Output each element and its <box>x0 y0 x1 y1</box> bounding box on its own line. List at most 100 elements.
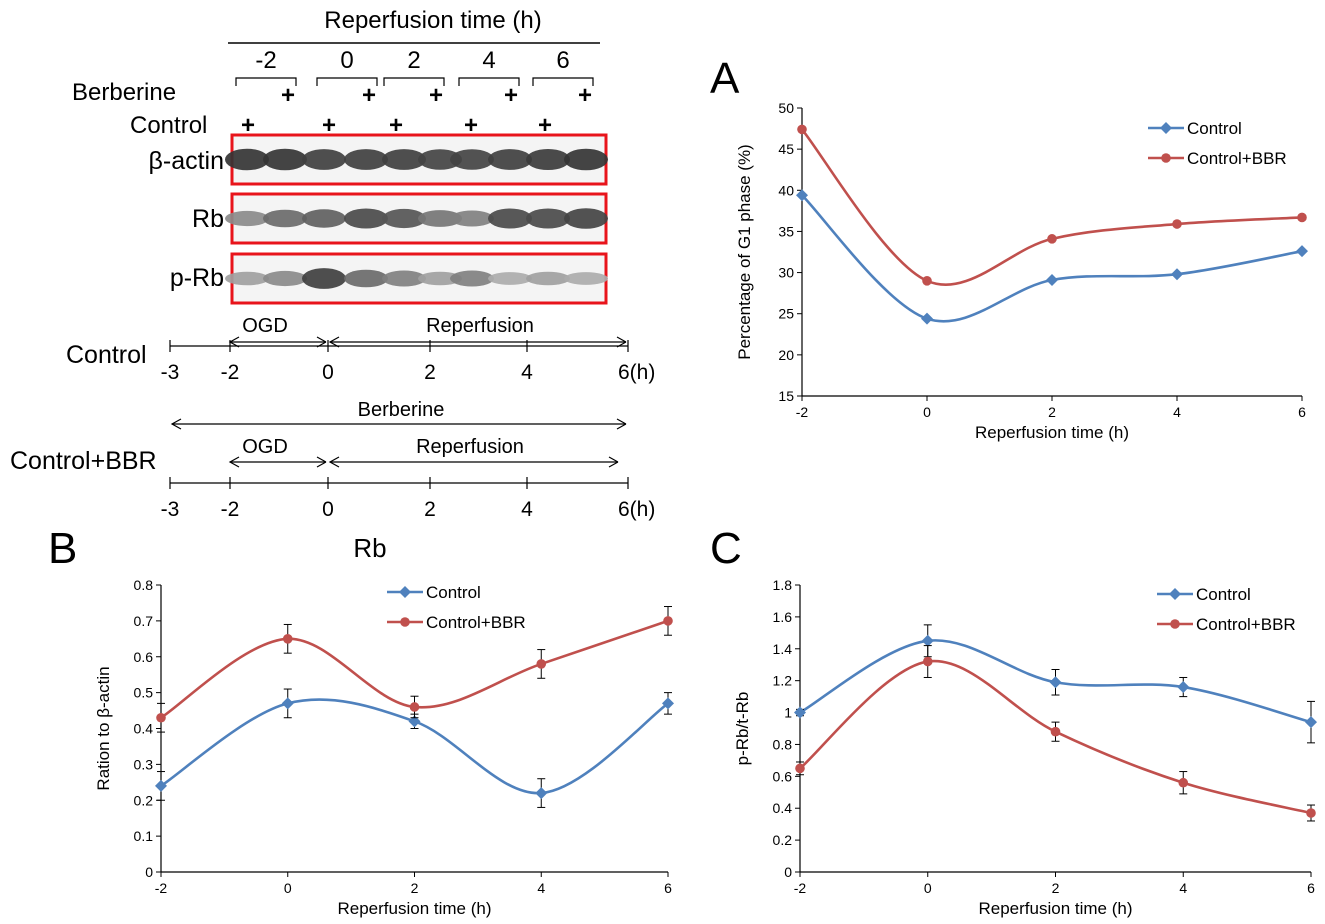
timeline-ogd-label: OGD <box>242 315 288 337</box>
berberine-plus: + <box>504 82 518 109</box>
y-tick-label: 0.4 <box>134 721 154 737</box>
timeline-tick-label: 0 <box>322 498 334 521</box>
timeline-reperfusion-label: Reperfusion <box>426 315 534 337</box>
berberine-plus: + <box>362 82 376 109</box>
x-tick-label: 0 <box>924 880 932 896</box>
y-tick-label: 0.8 <box>773 736 793 752</box>
timeline-berberine-arrow-head-right <box>616 418 627 430</box>
band-label-beta-actin: β-actin <box>148 147 224 175</box>
blot-band <box>225 210 269 227</box>
timeline-tick-label: 6(h) <box>618 498 655 521</box>
data-point-control <box>1046 273 1058 286</box>
timeline-ogd-arrow-head-left <box>228 336 240 348</box>
data-point-control-bbr <box>1172 219 1182 229</box>
panel-label-a: A <box>710 54 740 103</box>
panel-label-b: B <box>48 524 77 573</box>
y-axis-label: p-Rb/t-Rb <box>733 692 752 766</box>
blot-band <box>302 209 346 228</box>
timeline-berberine-arrow-head-left <box>170 418 182 430</box>
timeline-ogd-label-bbr: OGD <box>242 436 288 458</box>
timeline-reperfusion-arrow-head-left <box>328 336 340 348</box>
blot-time-brackets <box>235 77 594 86</box>
y-tick-label: 0.2 <box>134 792 154 808</box>
data-point-control-bbr <box>156 712 166 723</box>
data-point-control-bbr <box>1178 777 1189 788</box>
y-tick-label: 0 <box>784 864 792 880</box>
panel-label-c: C <box>710 524 742 573</box>
blot-band <box>418 210 462 227</box>
treatment-timeline: Control Control+BBR OGD Reperfusion Berb… <box>10 315 655 521</box>
blot-band <box>302 268 346 289</box>
chart-title: Rb <box>353 533 386 563</box>
legend-marker-control <box>399 586 411 598</box>
y-tick-label: 1.8 <box>773 577 793 593</box>
blot-time-label: -2 <box>255 47 276 74</box>
data-point-control-bbr <box>282 634 293 644</box>
legend-label: Control <box>426 583 481 602</box>
blot-bracket <box>532 77 594 86</box>
y-tick-label: 0.1 <box>134 828 154 844</box>
western-blot-panel: Reperfusion time (h) Berberine Control -… <box>72 7 608 305</box>
legend-marker-control-bbr <box>1161 153 1171 163</box>
control-plus: + <box>389 112 403 139</box>
blot-band <box>450 270 494 287</box>
data-point-control <box>921 312 933 325</box>
blot-band <box>263 209 307 228</box>
blot-band <box>344 208 388 229</box>
blot-time-label: 2 <box>407 47 420 74</box>
x-tick-label: 2 <box>1052 880 1060 896</box>
blot-band <box>344 269 388 288</box>
blot-band <box>488 149 532 170</box>
x-tick-label: 6 <box>1307 880 1315 896</box>
blot-band <box>564 272 608 285</box>
y-tick-label: 0.5 <box>134 685 154 701</box>
data-point-control-bbr <box>795 763 805 774</box>
timeline-tick-label: 2 <box>424 498 436 521</box>
band-label-p-rb: p-Rb <box>170 264 224 292</box>
x-axis-label: Reperfusion time (h) <box>978 899 1132 918</box>
legend-label: Control+BBR <box>426 613 526 632</box>
timeline-tick-label: 0 <box>322 361 334 384</box>
data-point-control <box>408 715 421 728</box>
chart-c-prb-trb: 00.20.40.60.811.21.41.61.8-2 0 2 4 6Reperfus… <box>733 577 1317 918</box>
x-tick-label: -2 <box>796 404 809 420</box>
x-tick-label: -2 <box>794 880 807 896</box>
blot-band <box>382 208 426 229</box>
blot-header: Reperfusion time (h) <box>324 7 541 34</box>
y-tick-label: 1.2 <box>773 673 793 689</box>
timeline-tick-label: 4 <box>521 361 533 384</box>
data-point-control-bbr <box>797 124 807 135</box>
x-tick-label: 6 <box>664 880 672 896</box>
blot-time-label: 4 <box>482 47 495 74</box>
blot-time-labels: -2 0 2 4 6 <box>255 47 569 74</box>
y-tick-label: 40 <box>778 182 794 198</box>
y-tick-label: 0.8 <box>134 577 154 593</box>
berberine-plus: + <box>281 82 295 109</box>
series-line-control-bbr <box>799 659 1312 815</box>
blot-band <box>488 208 532 229</box>
data-point-control <box>794 706 806 719</box>
blot-band <box>488 272 532 285</box>
y-tick-label: 1.4 <box>773 641 793 657</box>
data-point-control-bbr <box>663 616 673 626</box>
y-tick-label: 25 <box>778 306 794 322</box>
data-point-control-bbr <box>1297 212 1307 223</box>
blot-band <box>450 210 494 227</box>
y-tick-label: 1.6 <box>773 609 793 625</box>
x-tick-label: 0 <box>923 404 931 420</box>
x-tick-label: 4 <box>1173 404 1181 420</box>
data-point-control <box>155 779 167 792</box>
blot-band <box>344 149 388 170</box>
y-tick-label: 0.6 <box>134 649 154 665</box>
blot-band <box>302 149 346 170</box>
data-point-control-bbr <box>922 276 932 286</box>
x-tick-label: -2 <box>155 880 168 896</box>
blot-band <box>526 208 570 229</box>
data-point-control-bbr <box>409 702 420 712</box>
x-tick-label: 6 <box>1298 404 1306 420</box>
row-label-berberine: Berberine <box>72 79 176 106</box>
legend-marker-control <box>1169 588 1181 600</box>
timeline-tick-label: -3 <box>161 498 180 521</box>
legend-label: Control+BBR <box>1196 615 1296 634</box>
